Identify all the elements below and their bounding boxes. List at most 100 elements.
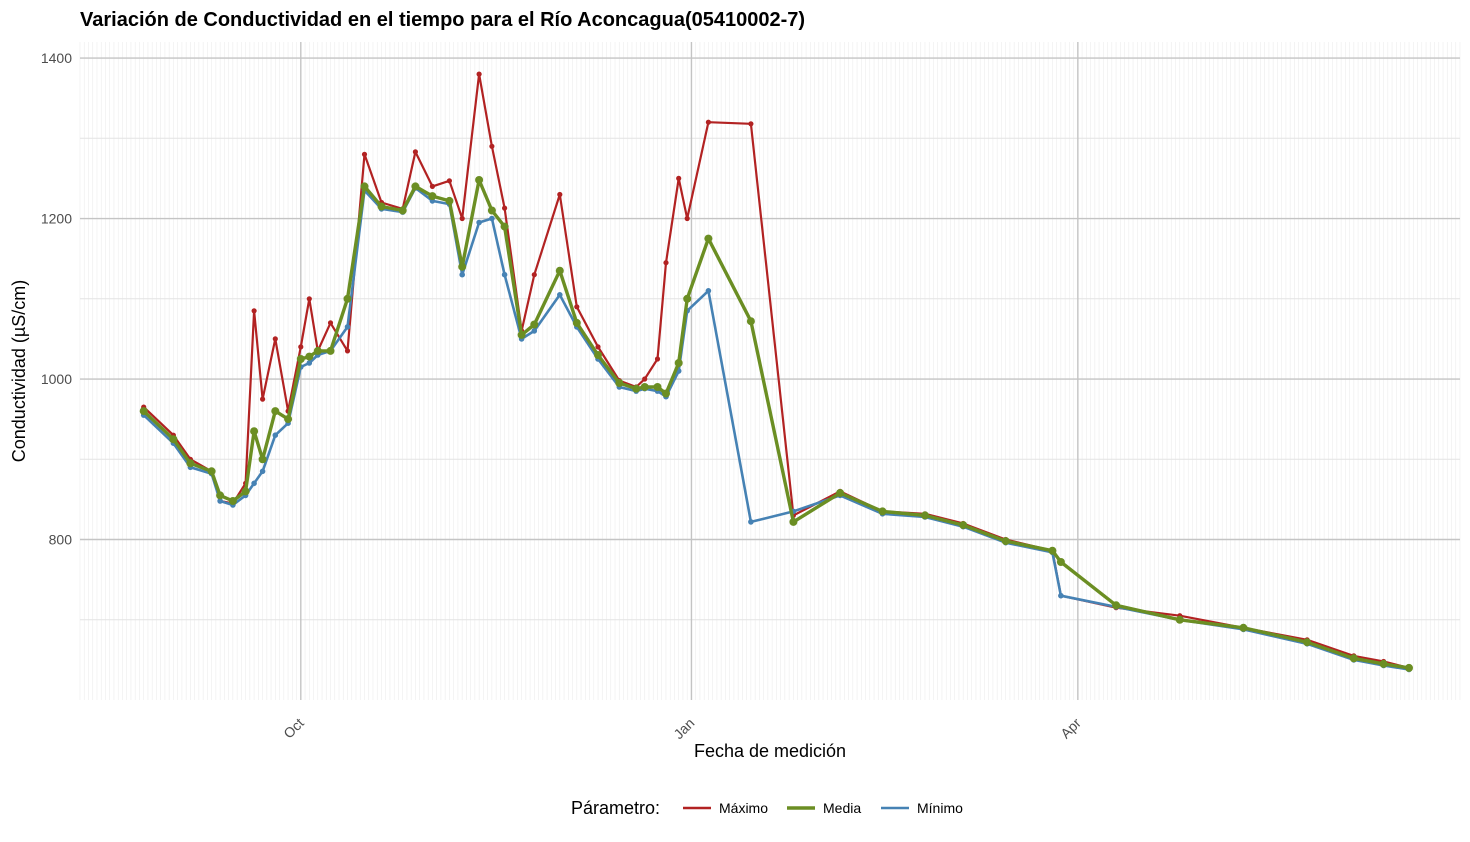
data-point [642, 376, 648, 382]
data-point [789, 517, 798, 526]
data-point [487, 206, 496, 215]
data-point [1405, 663, 1413, 672]
y-axis-ticks: 800 1000 1200 1400 [41, 50, 72, 547]
data-point [1349, 654, 1358, 663]
data-point [216, 491, 225, 500]
data-point [169, 435, 178, 444]
legend: Párametro: Máximo Media Mínimo [571, 798, 963, 818]
data-point [489, 143, 495, 149]
data-point [878, 507, 887, 516]
data-point [530, 320, 539, 329]
data-point [1056, 558, 1065, 566]
data-point [557, 191, 563, 198]
data-point [326, 346, 335, 355]
data-point [217, 498, 223, 504]
data-point [1112, 601, 1121, 610]
data-point [500, 222, 509, 231]
data-point [531, 272, 537, 278]
data-point [489, 215, 495, 222]
data-point [1239, 623, 1248, 632]
data-point [1058, 592, 1064, 599]
data-point [1379, 659, 1388, 668]
data-point [572, 318, 581, 327]
data-point [258, 455, 267, 464]
data-point [595, 344, 601, 350]
data-point [298, 344, 304, 350]
data-point [1303, 638, 1312, 647]
y-axis-title: Conductividad (µS/cm) [9, 280, 29, 462]
data-point [574, 304, 580, 310]
data-point [259, 468, 266, 475]
data-point [327, 320, 334, 326]
data-point [228, 497, 237, 505]
data-point [398, 206, 407, 215]
data-point [459, 271, 466, 278]
data-point [459, 215, 465, 222]
data-point [748, 121, 754, 127]
data-point [684, 215, 690, 222]
x-tick-label: Apr [1057, 715, 1084, 742]
data-point [377, 202, 386, 211]
data-point [251, 308, 257, 314]
data-point [683, 294, 692, 303]
chart-title: Variación de Conductividad en el tiempo … [80, 9, 805, 31]
series-1 [139, 176, 1413, 672]
data-point [186, 459, 195, 468]
data-point [517, 330, 526, 339]
legend-label-max: Máximo [719, 800, 768, 816]
data-point [615, 379, 624, 387]
data-point [501, 271, 508, 278]
data-point [139, 407, 148, 416]
data-point [272, 432, 279, 439]
data-point [272, 336, 278, 342]
data-point [429, 183, 435, 189]
data-point [555, 266, 564, 275]
data-point [241, 487, 250, 496]
data-point [271, 407, 280, 416]
data-point [704, 234, 713, 243]
data-point [251, 480, 257, 487]
data-point [476, 71, 482, 77]
data-point [313, 346, 322, 355]
data-point [344, 348, 351, 354]
data-point [640, 383, 649, 391]
data-point [746, 317, 755, 326]
data-point [476, 219, 482, 226]
y-tick-label: 1200 [41, 211, 72, 227]
data-point [531, 328, 538, 334]
data-point [502, 205, 508, 211]
data-point [260, 396, 266, 402]
data-point [921, 511, 929, 520]
data-point [663, 260, 669, 266]
data-point [1001, 537, 1010, 546]
data-point [1175, 615, 1184, 624]
data-point [632, 384, 641, 393]
data-point [446, 178, 452, 184]
data-point [653, 383, 662, 391]
data-point [557, 292, 563, 298]
x-axis-ticks: Oct Jan Apr [280, 715, 1084, 743]
y-tick-label: 1400 [41, 50, 72, 66]
data-point [676, 175, 682, 181]
data-point [654, 356, 661, 362]
data-point [1048, 546, 1057, 555]
x-tick-label: Jan [670, 715, 697, 742]
plot-grid [79, 42, 1461, 700]
data-point [411, 182, 420, 191]
series-layer [139, 71, 1413, 673]
legend-label-mean: Media [823, 800, 861, 816]
data-point [306, 360, 313, 366]
data-point [361, 151, 368, 157]
data-point [344, 324, 351, 330]
data-point [836, 489, 845, 497]
data-point [207, 467, 216, 476]
data-point [360, 182, 369, 191]
data-point [748, 519, 754, 525]
data-point [306, 296, 312, 302]
data-point [412, 149, 418, 155]
data-point [959, 521, 968, 530]
data-point [250, 427, 259, 436]
data-point [428, 192, 437, 201]
x-tick-label: Oct [280, 715, 307, 742]
